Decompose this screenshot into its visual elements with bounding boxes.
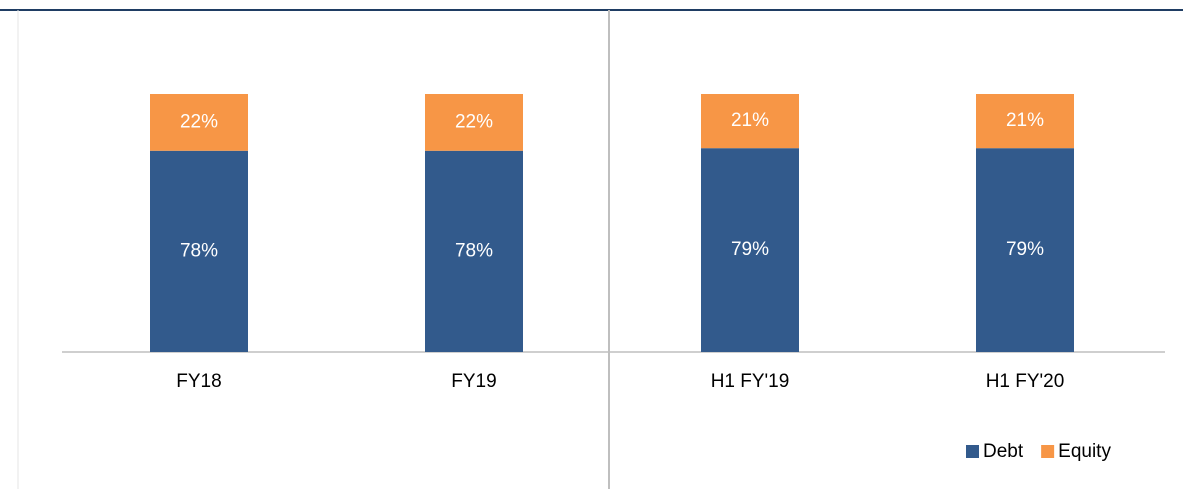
data-label: 78% xyxy=(180,240,218,261)
bar-segment xyxy=(976,94,1074,149)
bar-segment xyxy=(150,94,248,151)
x-tick-label: H1 FY'19 xyxy=(711,371,790,392)
legend-label: Debt xyxy=(983,441,1024,462)
data-label: 22% xyxy=(180,111,218,132)
bar-segment xyxy=(701,94,799,149)
bar-segment xyxy=(150,150,248,352)
legend-label: Equity xyxy=(1058,441,1111,462)
data-label: 21% xyxy=(731,110,769,131)
bar-segment xyxy=(425,94,523,151)
x-tick-label: FY19 xyxy=(451,371,496,392)
data-label: 21% xyxy=(1006,110,1044,131)
bar-segment xyxy=(701,148,799,352)
x-tick-label: H1 FY'20 xyxy=(986,371,1065,392)
data-label: 78% xyxy=(455,240,493,261)
bar-segment xyxy=(976,148,1074,352)
data-label: 22% xyxy=(455,111,493,132)
data-label: 79% xyxy=(1006,239,1044,260)
bar-segment xyxy=(425,150,523,352)
data-label: 79% xyxy=(731,239,769,260)
legend-swatch xyxy=(966,445,979,458)
x-tick-label: FY18 xyxy=(176,371,221,392)
legend-swatch xyxy=(1041,445,1055,458)
